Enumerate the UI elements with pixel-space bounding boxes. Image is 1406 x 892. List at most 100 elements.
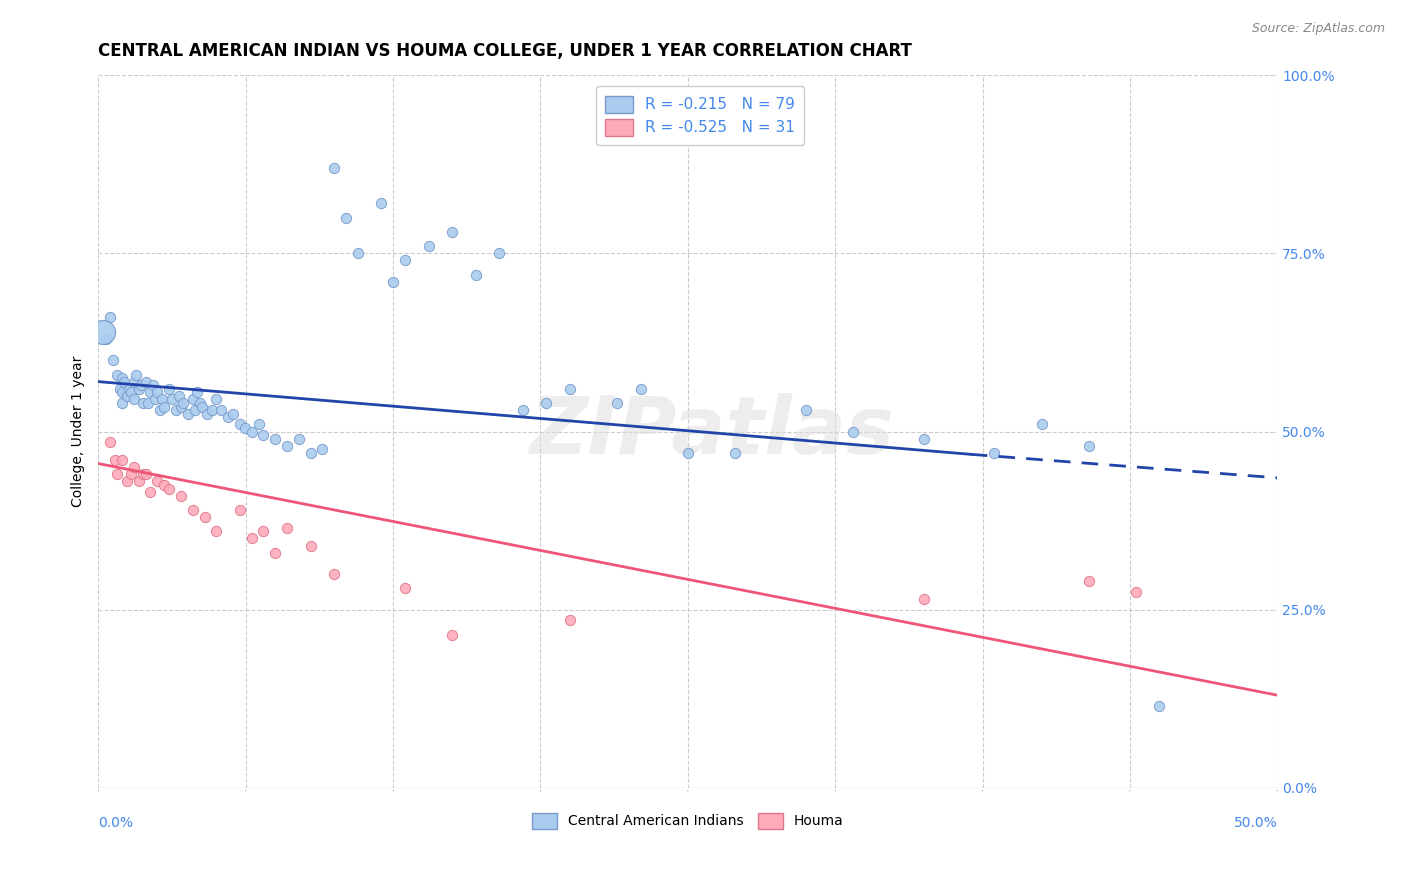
Point bbox=[122, 460, 145, 475]
Text: 50.0%: 50.0% bbox=[1233, 816, 1277, 830]
Point bbox=[120, 385, 142, 400]
Point bbox=[146, 385, 169, 400]
Point bbox=[370, 196, 392, 211]
Point bbox=[912, 592, 935, 607]
Point bbox=[1077, 439, 1099, 453]
Point bbox=[111, 396, 134, 410]
Point bbox=[91, 325, 114, 339]
Point bbox=[108, 382, 131, 396]
Point bbox=[606, 396, 628, 410]
Point bbox=[120, 467, 142, 482]
Point bbox=[394, 582, 416, 596]
Point bbox=[240, 425, 263, 439]
Point bbox=[132, 467, 155, 482]
Point bbox=[323, 161, 346, 175]
Point bbox=[146, 475, 169, 489]
Point bbox=[488, 246, 510, 260]
Point bbox=[136, 396, 159, 410]
Point bbox=[264, 432, 287, 446]
Point bbox=[150, 392, 173, 407]
Point bbox=[181, 392, 204, 407]
Point bbox=[217, 410, 239, 425]
Point bbox=[912, 432, 935, 446]
Point bbox=[676, 446, 699, 460]
Point bbox=[323, 567, 346, 582]
Point bbox=[276, 439, 298, 453]
Point bbox=[394, 253, 416, 268]
Point bbox=[157, 482, 180, 496]
Point bbox=[209, 403, 232, 417]
Point bbox=[346, 246, 368, 260]
Point bbox=[299, 539, 322, 553]
Point bbox=[94, 332, 117, 346]
Text: 0.0%: 0.0% bbox=[98, 816, 134, 830]
Point bbox=[1077, 574, 1099, 589]
Point bbox=[111, 453, 134, 467]
Point bbox=[558, 613, 581, 627]
Point bbox=[149, 403, 172, 417]
Point bbox=[1125, 585, 1147, 599]
Point bbox=[128, 475, 150, 489]
Point bbox=[101, 353, 124, 368]
Point bbox=[512, 403, 534, 417]
Point bbox=[299, 446, 322, 460]
Point bbox=[201, 403, 224, 417]
Point bbox=[229, 503, 252, 517]
Point bbox=[441, 627, 464, 641]
Point bbox=[1031, 417, 1053, 432]
Point bbox=[193, 510, 215, 524]
Point bbox=[135, 467, 157, 482]
Point bbox=[558, 382, 581, 396]
Point bbox=[153, 400, 176, 414]
Point bbox=[143, 392, 166, 407]
Point bbox=[122, 375, 145, 389]
Point bbox=[252, 428, 274, 442]
Point bbox=[233, 421, 256, 435]
Point bbox=[170, 489, 193, 503]
Point bbox=[464, 268, 486, 282]
Point bbox=[153, 478, 176, 492]
Point bbox=[129, 378, 152, 392]
Point bbox=[229, 417, 252, 432]
Point bbox=[167, 389, 190, 403]
Point bbox=[105, 368, 128, 382]
Point bbox=[184, 403, 207, 417]
Point bbox=[132, 396, 155, 410]
Point bbox=[118, 382, 141, 396]
Point bbox=[104, 453, 127, 467]
Point bbox=[125, 368, 148, 382]
Point bbox=[142, 378, 165, 392]
Point bbox=[181, 503, 204, 517]
Point bbox=[536, 396, 558, 410]
Point bbox=[165, 403, 187, 417]
Point bbox=[115, 389, 138, 403]
Point bbox=[842, 425, 865, 439]
Point bbox=[276, 521, 298, 535]
Point bbox=[122, 392, 145, 407]
Text: Source: ZipAtlas.com: Source: ZipAtlas.com bbox=[1251, 22, 1385, 36]
Point bbox=[186, 385, 208, 400]
Text: CENTRAL AMERICAN INDIAN VS HOUMA COLLEGE, UNDER 1 YEAR CORRELATION CHART: CENTRAL AMERICAN INDIAN VS HOUMA COLLEGE… bbox=[98, 42, 912, 60]
Point bbox=[177, 407, 200, 421]
Point bbox=[205, 392, 228, 407]
Point bbox=[311, 442, 333, 457]
Y-axis label: College, Under 1 year: College, Under 1 year bbox=[72, 356, 86, 508]
Point bbox=[139, 385, 162, 400]
Point bbox=[240, 532, 263, 546]
Point bbox=[98, 310, 121, 325]
Point bbox=[724, 446, 747, 460]
Point bbox=[983, 446, 1005, 460]
Point bbox=[111, 371, 134, 385]
Legend: Central American Indians, Houma: Central American Indians, Houma bbox=[527, 807, 849, 834]
Text: ZIPatlas: ZIPatlas bbox=[529, 392, 894, 470]
Point bbox=[1149, 698, 1171, 713]
Point bbox=[418, 239, 440, 253]
Point bbox=[105, 467, 128, 482]
Point bbox=[441, 225, 464, 239]
Point bbox=[135, 375, 157, 389]
Point bbox=[112, 375, 135, 389]
Point bbox=[335, 211, 357, 225]
Point bbox=[630, 382, 652, 396]
Point bbox=[252, 524, 274, 539]
Point bbox=[128, 382, 150, 396]
